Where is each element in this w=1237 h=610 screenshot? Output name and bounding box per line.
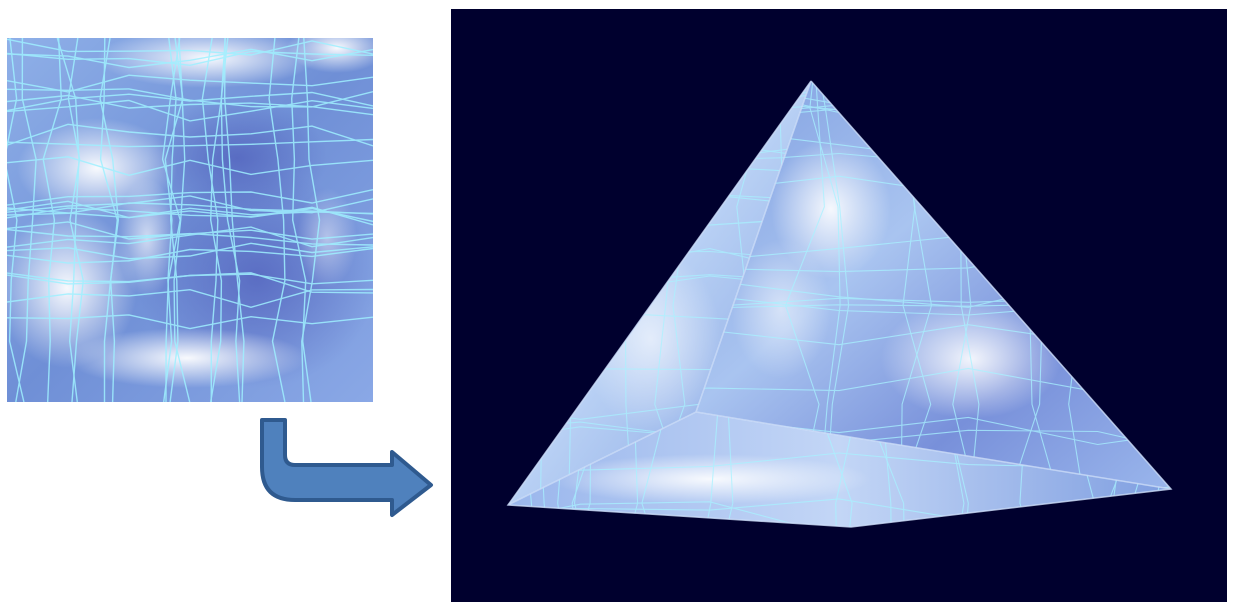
- textured-pyramid-icon: [451, 9, 1227, 602]
- pyramid-render: [451, 9, 1227, 602]
- water-texture-swatch: [7, 38, 373, 402]
- arrow-shape: [260, 418, 433, 517]
- bent-arrow-icon: [255, 415, 440, 520]
- water-texture-icon: [7, 38, 373, 402]
